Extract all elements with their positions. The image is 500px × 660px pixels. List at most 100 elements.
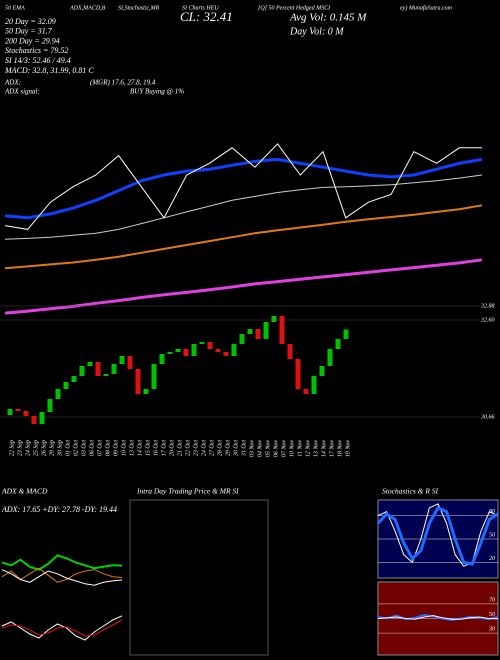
candle-body xyxy=(175,349,181,352)
header-text: 50 EMA xyxy=(5,5,25,11)
x-tick-label: 31 Oct xyxy=(241,440,247,457)
candle-body xyxy=(191,344,197,356)
x-tick-label: 17 Oct xyxy=(161,440,167,456)
series-line xyxy=(377,615,499,620)
x-tick-label: 26 Sep xyxy=(41,440,47,456)
series-line xyxy=(377,613,499,622)
candle-body xyxy=(39,412,45,424)
x-tick-label: 02 Oct xyxy=(73,440,79,456)
x-tick-label: 06 Nov xyxy=(273,440,279,458)
x-tick-label: 14 Oct xyxy=(136,440,143,456)
candle-body xyxy=(183,349,189,356)
x-tick-label: 04 Nov xyxy=(256,440,263,458)
signal-value: BUY Buying @ 1% xyxy=(130,88,184,96)
stat-text: 200 Day = 29.94 xyxy=(5,36,60,45)
candle-body xyxy=(167,352,173,354)
x-tick-label: 03 Oct xyxy=(81,440,87,456)
series-line xyxy=(4,174,483,240)
x-tick-label: 22 Sep xyxy=(9,440,15,456)
series-line xyxy=(4,157,483,220)
x-tick-label: 11 Nov xyxy=(297,440,303,457)
candle-body xyxy=(159,354,165,364)
x-tick-label: 24 Oct xyxy=(200,440,207,456)
candle-body xyxy=(23,411,29,416)
candle-body xyxy=(111,364,117,374)
candle-body xyxy=(47,399,53,412)
y-tick-label: 80 xyxy=(489,509,495,515)
candle-body xyxy=(87,362,93,366)
x-tick-label: 16 Oct xyxy=(153,440,159,456)
panel-annotation: ADX: 17.65 +DY: 27.78 -DY: 19.44 xyxy=(1,505,117,514)
candle-body xyxy=(231,344,237,356)
adx-values: (MGR) 17.6, 27.8, 19.4 xyxy=(90,79,156,87)
x-tick-label: 18 Nov xyxy=(337,440,343,458)
x-tick-label: 27 Oct xyxy=(209,440,215,456)
day-volume: Day Vol: 0 M xyxy=(289,26,344,37)
signal-label: ADX signal: xyxy=(4,88,40,96)
x-tick-label: 22 Oct xyxy=(185,440,191,456)
stat-text: Stochastics = 79.52 xyxy=(5,46,68,55)
candle-body xyxy=(343,329,349,339)
x-tick-label: 29 Oct xyxy=(225,440,231,456)
candle-body xyxy=(287,344,293,359)
x-tick-label: 01 Oct xyxy=(65,440,71,456)
x-tick-label: 13 Nov xyxy=(313,440,319,458)
series-line xyxy=(1,569,123,586)
x-tick-label: 17 Nov xyxy=(329,440,335,458)
y-tick-label: 32.60 xyxy=(480,317,495,323)
x-tick-label: 25 Sep xyxy=(33,440,39,456)
header-text: ey) MunafaSutra.com xyxy=(400,4,453,11)
x-tick-label: 30 Oct xyxy=(233,440,239,457)
candle-body xyxy=(15,409,21,411)
candle-body xyxy=(223,352,229,356)
x-tick-label: 12 Nov xyxy=(305,440,311,458)
x-tick-label: 09 Oct xyxy=(113,440,119,456)
series-line xyxy=(1,567,123,583)
stat-text: 20 Day = 32.09 xyxy=(5,17,56,26)
panel-title: Intra Day Trading Price & MR SI xyxy=(136,487,239,496)
series-line xyxy=(377,503,499,567)
candle-body xyxy=(7,409,13,415)
candle-body xyxy=(271,316,277,322)
x-tick-label: 03 Nov xyxy=(249,440,255,458)
adx-label: ADX: xyxy=(4,79,21,87)
y-tick-label: 30.66 xyxy=(480,414,495,420)
stat-text: SI 14/3: 52.46 / 49.4 xyxy=(5,56,71,65)
x-tick-label: 13 Oct xyxy=(129,440,135,456)
candle-body xyxy=(311,376,317,394)
candle-body xyxy=(335,339,341,349)
x-tick-label: 05 Nov xyxy=(265,440,271,458)
y-tick-label: 30 xyxy=(488,626,495,632)
y-tick-label: 50 xyxy=(489,612,495,618)
x-tick-label: 14 Nov xyxy=(320,440,327,458)
candle-body xyxy=(151,364,157,389)
candle-body xyxy=(255,329,261,339)
series-line xyxy=(1,615,123,641)
header-text: SI,Stochastic,MR xyxy=(118,5,160,11)
x-tick-label: 07 Oct xyxy=(97,440,103,456)
candle-body xyxy=(207,342,213,349)
y-tick-label: 32.88 xyxy=(480,303,495,309)
y-tick-label: 70 xyxy=(489,597,495,603)
x-tick-label: 30 Sep xyxy=(57,440,63,457)
stat-text: 50 Day = 31.7 xyxy=(5,27,53,36)
x-tick-label: 28 Oct xyxy=(217,440,223,456)
candle-body xyxy=(215,349,221,352)
candle-body xyxy=(95,362,101,376)
candle-body xyxy=(63,382,69,389)
stat-text: MACD: 32.8, 31.99, 0.81 C xyxy=(4,66,94,75)
x-tick-label: 19 Nov xyxy=(345,440,351,458)
x-tick-label: 23 Sep xyxy=(17,440,23,456)
candle-body xyxy=(239,334,245,344)
candle-body xyxy=(71,376,77,382)
close-price: CL: 32.41 xyxy=(180,9,233,24)
panel-background xyxy=(129,499,269,656)
y-tick-label: 50 xyxy=(489,532,495,538)
x-tick-label: 29 Sep xyxy=(49,440,55,456)
x-tick-label: 24 Sep xyxy=(24,440,31,456)
candle-body xyxy=(263,322,269,339)
candle-body xyxy=(135,369,141,394)
series-line xyxy=(1,619,123,637)
x-tick-label: 15 Oct xyxy=(145,440,151,456)
